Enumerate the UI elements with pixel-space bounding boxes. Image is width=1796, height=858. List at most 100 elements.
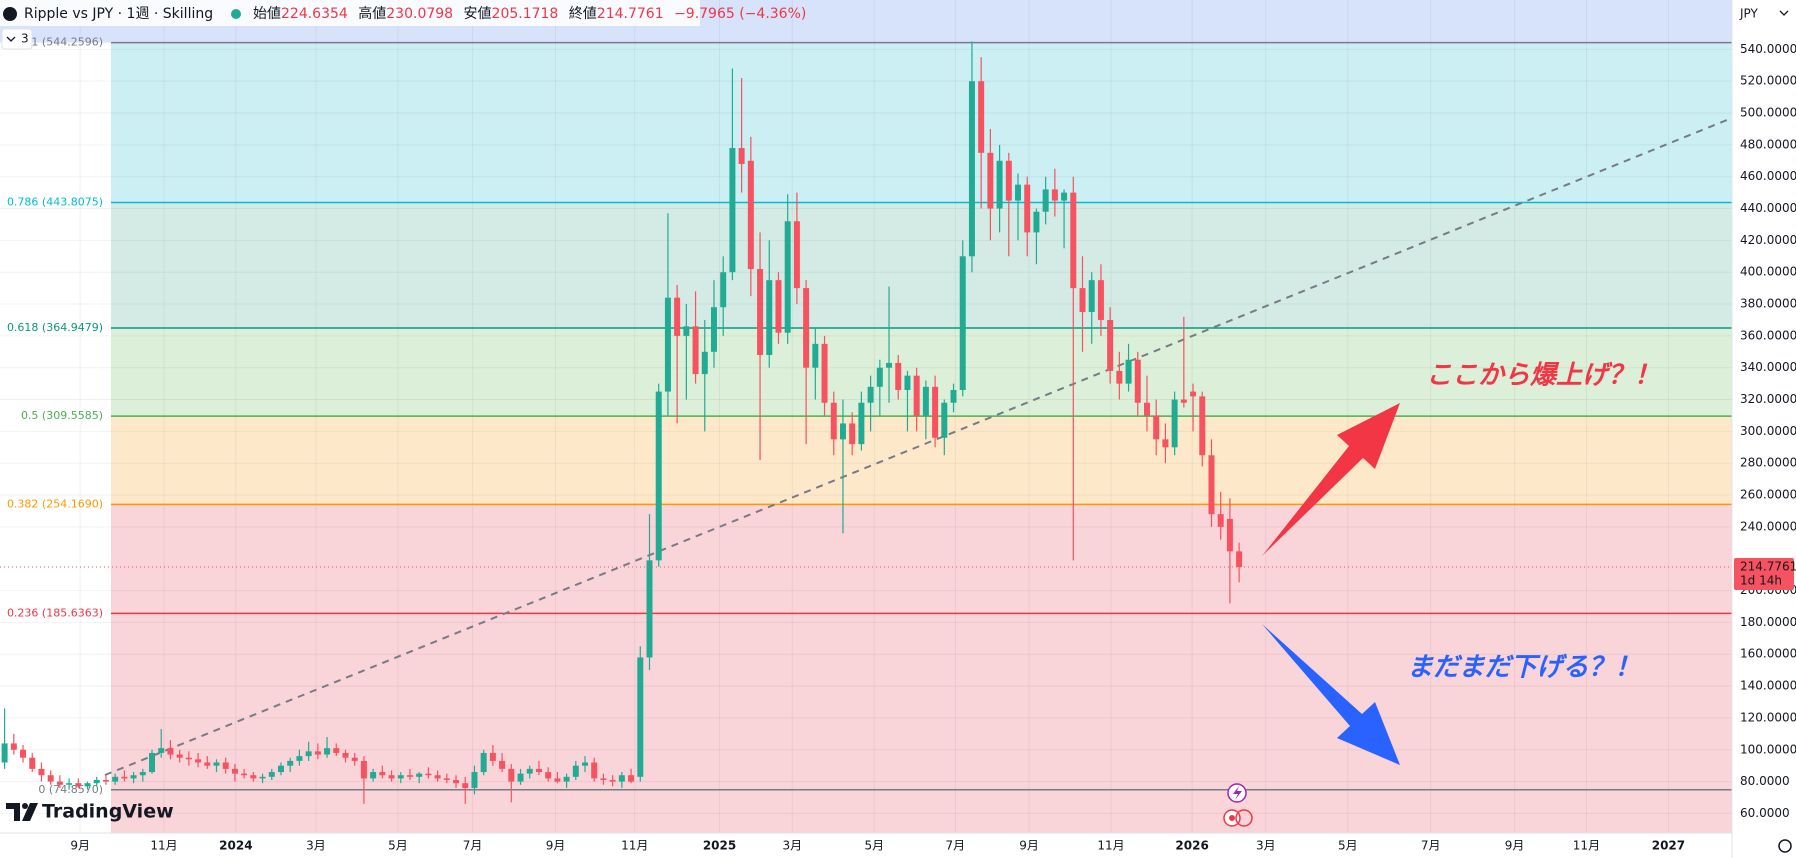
event-icon-dot <box>1229 815 1235 821</box>
candle-body <box>757 269 764 355</box>
candle-body <box>360 760 367 779</box>
x-tick-label: 11月 <box>1097 839 1124 853</box>
x-tick-label: 2026 <box>1175 839 1208 853</box>
event-icon[interactable] <box>1235 809 1253 827</box>
x-tick-label: 5月 <box>1338 839 1358 853</box>
candle-body <box>849 423 856 445</box>
indicator-count: 3 <box>21 32 29 46</box>
x-tick-label: 2027 <box>1652 839 1685 853</box>
candle-body <box>471 772 478 788</box>
brand-name[interactable]: TradingView <box>42 801 174 823</box>
candle-body <box>499 760 506 769</box>
x-tick-label: 7月 <box>946 839 966 853</box>
fib-label: 0.618 (364.9479) <box>7 321 103 334</box>
candle-body <box>729 148 736 273</box>
x-tick-label: 7月 <box>1421 839 1441 853</box>
candle-body <box>480 752 487 773</box>
indicator-toggle[interactable] <box>1 28 33 50</box>
candle-body <box>112 776 119 782</box>
settings-icon[interactable] <box>1778 839 1792 853</box>
candle-body <box>176 754 183 758</box>
annotation: ここから爆上げ？！ <box>1426 361 1660 391</box>
candle-body <box>66 783 73 785</box>
chevron <box>6 36 16 42</box>
candle-body <box>425 773 432 776</box>
chevron <box>1779 10 1789 16</box>
low-label: 安値 <box>464 6 492 22</box>
candle-body <box>314 751 321 755</box>
candle-body <box>1 743 8 763</box>
candle-body <box>628 775 635 782</box>
candle-body <box>130 775 137 779</box>
x-axis-strip <box>0 833 1732 858</box>
currency[interactable]: JPY <box>1739 7 1759 21</box>
candle-body <box>1042 189 1049 212</box>
x-tick-label: 11月 <box>621 839 648 853</box>
candle-body <box>434 775 441 779</box>
candle-body <box>1226 518 1233 552</box>
candle-body <box>1061 192 1068 201</box>
candle-body <box>563 776 570 782</box>
candle-body <box>1015 184 1022 201</box>
candle-body <box>941 402 948 438</box>
candle-body <box>803 288 810 368</box>
candle-body <box>462 783 469 788</box>
candle-body <box>342 752 349 758</box>
y-tick-label: 500.0000 <box>1740 106 1796 120</box>
candle-body <box>526 768 533 774</box>
candle-body <box>775 280 782 333</box>
x-tick-label: 9月 <box>1505 839 1525 853</box>
candle-body <box>646 560 653 658</box>
candle-body <box>793 221 800 289</box>
candle-body <box>241 773 248 776</box>
candle-body <box>1024 184 1031 233</box>
symbol-title[interactable]: Ripple vs JPY · 1週 · Skilling <box>24 6 213 22</box>
candle-body <box>839 423 846 440</box>
candle-body <box>886 362 893 368</box>
x-tick-label: 3月 <box>1256 839 1276 853</box>
fib-band <box>111 328 1732 417</box>
low-value: 205.1718 <box>492 6 559 22</box>
candle-body <box>102 780 109 782</box>
candle-body <box>904 375 911 390</box>
candle-body <box>821 343 828 403</box>
candle-body <box>406 775 413 777</box>
x-tick-label: 11月 <box>150 839 177 853</box>
y-tick-label: 480.0000 <box>1740 137 1796 151</box>
candle-body <box>591 762 598 779</box>
brand-logo-dot <box>22 803 28 809</box>
high-value: 230.0798 <box>386 6 453 22</box>
candle-body <box>149 752 156 773</box>
y-tick-label: 280.0000 <box>1740 456 1796 470</box>
candle-body <box>185 757 192 760</box>
candle-body <box>29 757 36 769</box>
candle-body <box>195 759 202 763</box>
y-tick-label: 420.0000 <box>1740 233 1796 247</box>
candle-body <box>535 768 542 773</box>
market-status[interactable] <box>231 9 241 19</box>
candle-body <box>978 81 985 153</box>
up-arrow <box>1262 403 1400 556</box>
y-tick-label: 440.0000 <box>1740 201 1796 215</box>
candle-body <box>766 280 773 355</box>
x-tick-label: 11月 <box>1573 839 1600 853</box>
candle-body <box>333 748 340 753</box>
x-tick-label: 7月 <box>463 839 483 853</box>
candle-body <box>489 752 496 761</box>
candle-body <box>1162 439 1169 448</box>
candle-body <box>1051 189 1058 201</box>
fib-band <box>111 613 1732 790</box>
y-tick-label: 540.0000 <box>1740 42 1796 56</box>
y-tick-label: 100.0000 <box>1740 742 1796 756</box>
candle-body <box>167 748 174 755</box>
candle-body <box>1125 359 1132 384</box>
y-tick-label: 180.0000 <box>1740 615 1796 629</box>
candle-body <box>47 775 54 782</box>
candle-body <box>139 772 146 776</box>
candle-body <box>259 776 266 779</box>
candle-body <box>453 780 460 784</box>
x-tick-label: 5月 <box>388 839 408 853</box>
fib-band <box>111 789 1732 833</box>
candle-body <box>609 780 616 782</box>
